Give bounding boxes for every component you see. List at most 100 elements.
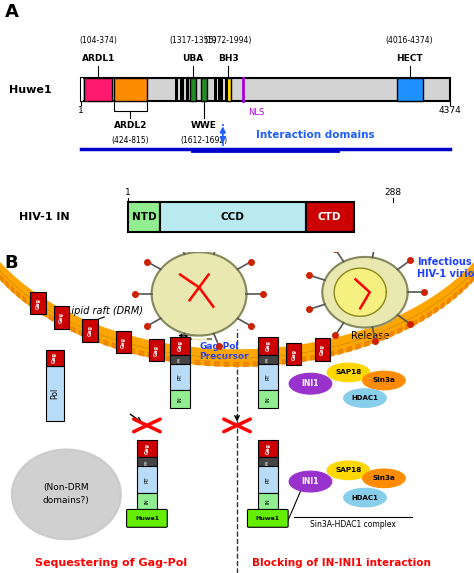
Bar <box>258 355 278 364</box>
Text: domains?): domains?) <box>43 496 90 505</box>
Bar <box>306 202 354 232</box>
Text: Gag: Gag <box>154 345 159 356</box>
Text: Release: Release <box>351 331 389 341</box>
Text: WWE: WWE <box>191 121 217 130</box>
Text: Gag: Gag <box>178 340 182 351</box>
Text: (Non-DRM: (Non-DRM <box>44 484 89 492</box>
Bar <box>137 493 157 511</box>
Bar <box>214 78 217 101</box>
Bar <box>315 338 330 360</box>
Bar <box>258 493 278 511</box>
Ellipse shape <box>344 389 386 407</box>
Text: Gag: Gag <box>88 325 92 336</box>
Bar <box>170 355 190 364</box>
Text: Gag: Gag <box>292 349 296 360</box>
Text: Pol: Pol <box>50 388 59 399</box>
Bar <box>286 343 301 366</box>
Text: IN: IN <box>265 499 270 504</box>
Ellipse shape <box>344 488 386 507</box>
Bar <box>81 78 450 101</box>
Text: ARDL2: ARDL2 <box>114 121 147 130</box>
Text: RT: RT <box>178 374 182 380</box>
Bar <box>219 78 221 101</box>
Text: Budding: Budding <box>179 254 219 264</box>
Text: HDAC1: HDAC1 <box>352 395 378 401</box>
Text: SAP18: SAP18 <box>335 468 362 473</box>
Text: B: B <box>5 254 18 272</box>
Bar <box>201 78 208 101</box>
Text: 1: 1 <box>125 187 131 197</box>
Text: Gag-Pol
Precursor: Gag-Pol Precursor <box>199 342 249 362</box>
Bar <box>30 292 46 315</box>
Text: Gag: Gag <box>59 312 64 323</box>
Text: Gag: Gag <box>121 337 126 348</box>
Bar <box>170 337 190 355</box>
Bar <box>81 78 83 101</box>
Bar <box>137 457 157 466</box>
Text: RT: RT <box>265 374 270 380</box>
Text: CTD: CTD <box>318 212 341 222</box>
Bar <box>186 78 189 101</box>
Text: PR: PR <box>266 356 270 362</box>
Text: INI1: INI1 <box>302 477 319 486</box>
FancyBboxPatch shape <box>247 509 288 527</box>
Text: Gag: Gag <box>265 444 270 454</box>
Bar <box>258 390 278 408</box>
Ellipse shape <box>327 461 370 480</box>
Text: (1972-1994): (1972-1994) <box>205 36 252 45</box>
Text: UBA: UBA <box>182 54 204 63</box>
Text: 1: 1 <box>78 106 83 115</box>
Ellipse shape <box>12 449 121 539</box>
Text: Sin3a: Sin3a <box>373 378 395 383</box>
Text: 288: 288 <box>385 187 402 197</box>
Text: HECT: HECT <box>396 54 423 63</box>
Bar <box>258 346 273 368</box>
Text: Lipid raft (DRM): Lipid raft (DRM) <box>66 307 143 316</box>
Bar <box>258 337 278 355</box>
Bar <box>220 78 223 101</box>
Bar <box>46 366 64 421</box>
Text: ARDL1: ARDL1 <box>82 54 115 63</box>
Text: PR: PR <box>266 459 270 465</box>
Text: NLS: NLS <box>248 108 264 117</box>
Text: Interaction domains: Interaction domains <box>256 130 374 140</box>
Ellipse shape <box>363 469 405 488</box>
Bar <box>116 331 131 354</box>
Bar <box>82 320 98 342</box>
Bar <box>258 466 278 493</box>
Ellipse shape <box>289 471 332 492</box>
Bar <box>181 78 184 101</box>
Text: (424-815): (424-815) <box>112 136 149 145</box>
Text: Gag: Gag <box>145 444 149 454</box>
Text: 4374: 4374 <box>439 106 462 115</box>
Ellipse shape <box>327 363 370 382</box>
Bar <box>160 202 306 232</box>
Text: (1317-1355): (1317-1355) <box>169 36 217 45</box>
Text: A: A <box>5 2 18 21</box>
Text: IN: IN <box>145 499 149 504</box>
Bar <box>258 364 278 390</box>
Bar <box>258 440 278 457</box>
Bar <box>137 440 157 457</box>
Bar <box>226 78 231 101</box>
Text: PR: PR <box>178 356 182 362</box>
Text: SAP18: SAP18 <box>335 370 362 375</box>
Text: Gag: Gag <box>265 340 270 351</box>
Text: Blocking of IN-INI1 interaction: Blocking of IN-INI1 interaction <box>252 558 431 568</box>
Text: IN: IN <box>265 396 270 402</box>
Text: HDAC1: HDAC1 <box>352 494 378 501</box>
Ellipse shape <box>363 371 405 390</box>
Bar <box>190 78 196 101</box>
Polygon shape <box>334 268 386 316</box>
Text: (4016-4374): (4016-4374) <box>386 36 433 45</box>
Text: PR: PR <box>145 459 149 465</box>
Text: Gag: Gag <box>320 344 325 355</box>
Text: Gag: Gag <box>52 352 57 363</box>
Bar <box>397 78 423 101</box>
Bar <box>170 390 190 408</box>
Text: RT: RT <box>145 476 149 483</box>
Bar <box>128 202 160 232</box>
Text: Sin3a: Sin3a <box>373 476 395 481</box>
Text: BH3: BH3 <box>218 54 238 63</box>
Text: INI1: INI1 <box>302 379 319 388</box>
